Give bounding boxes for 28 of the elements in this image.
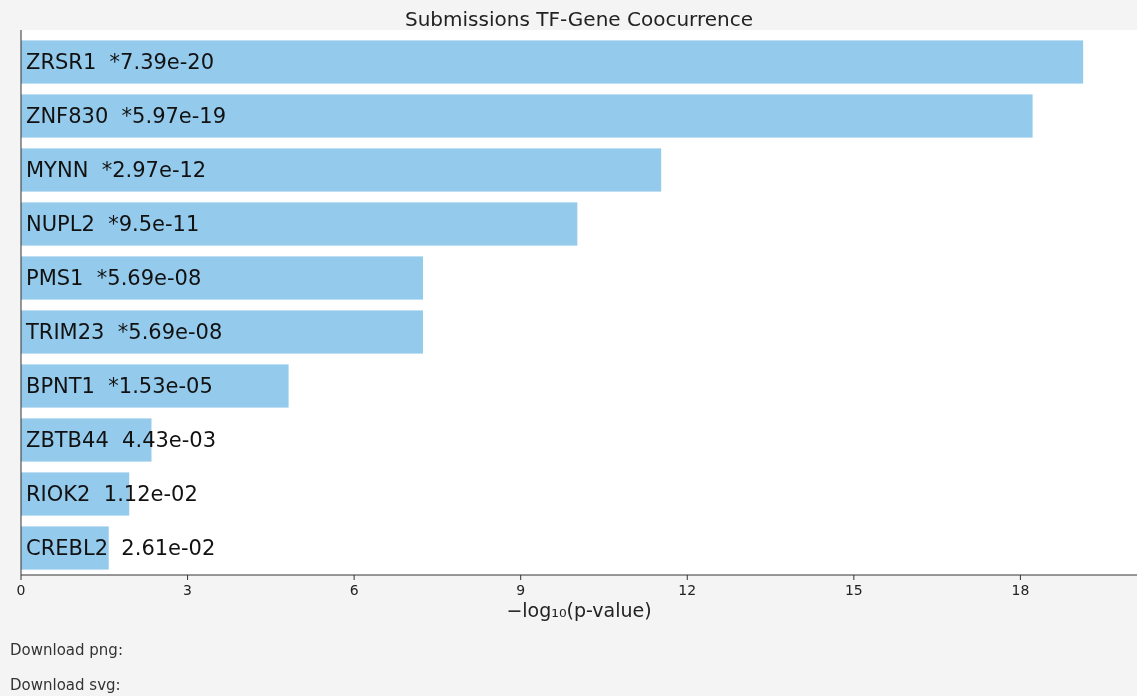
- y-tick-label: NUPL2 *9.5e-11: [26, 212, 200, 236]
- y-tick-label: RIOK2 1.12e-02: [26, 482, 198, 506]
- y-tick-label: MYNN *2.97e-12: [26, 158, 207, 182]
- x-tick-label: 12: [678, 582, 697, 598]
- x-tick-label: 9: [516, 582, 526, 598]
- y-tick-label: PMS1 *5.69e-08: [26, 266, 202, 290]
- x-tick-label: 0: [16, 582, 26, 598]
- y-tick-label: ZNF830 *5.97e-19: [26, 104, 227, 128]
- x-tick-label: 18: [1011, 582, 1030, 598]
- x-tick-label: 6: [349, 582, 359, 598]
- x-axis-title: −log₁₀(p-value): [506, 599, 652, 621]
- y-tick-label: ZRSR1 *7.39e-20: [26, 50, 215, 74]
- bar: [21, 364, 289, 408]
- y-tick-label: TRIM23 *5.69e-08: [25, 320, 223, 344]
- text: Download svg:: [10, 676, 121, 694]
- bar: [21, 148, 662, 192]
- chart-title: Submissions TF-Gene Coocurrence: [404, 7, 754, 31]
- bar: [21, 40, 1084, 84]
- bar: [21, 256, 423, 300]
- y-tick-label: CREBL2 2.61e-02: [26, 536, 216, 560]
- bar: [21, 310, 423, 354]
- y-tick-label: ZBTB44 4.43e-03: [26, 428, 217, 452]
- x-tick-label: 3: [183, 582, 193, 598]
- bar: [21, 94, 1033, 138]
- text: Download png:: [10, 641, 123, 659]
- bar: [21, 202, 578, 246]
- y-tick-label: BPNT1 *1.53e-05: [26, 374, 213, 398]
- x-tick-label: 15: [844, 582, 863, 598]
